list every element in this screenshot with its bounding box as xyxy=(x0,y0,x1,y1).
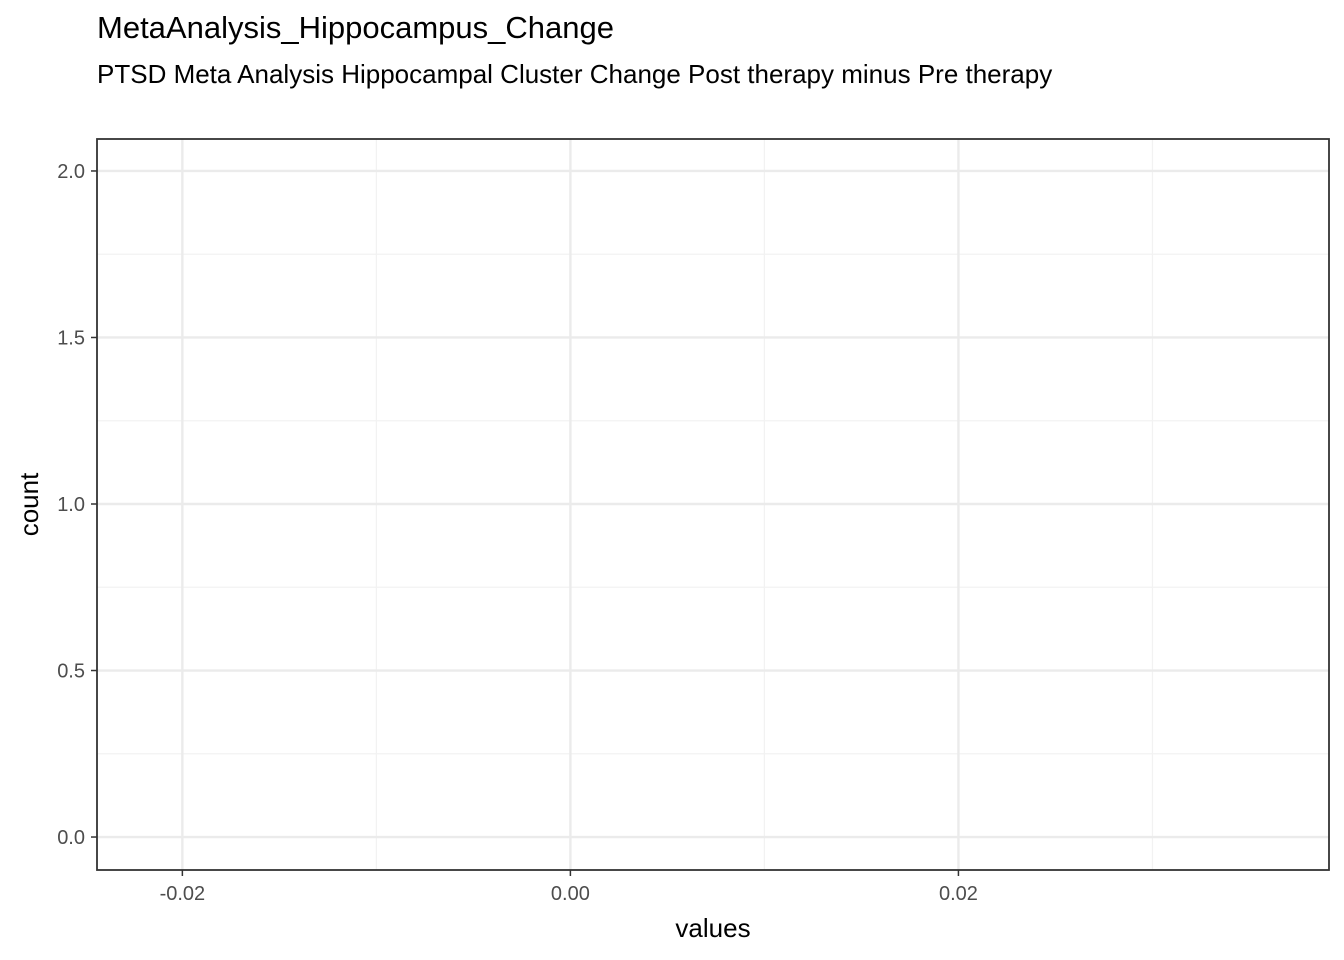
y-tick-label: 0.5 xyxy=(57,661,85,683)
panel-border xyxy=(96,138,1330,871)
y-tick-label: 1.5 xyxy=(57,327,85,349)
y-axis-title: count xyxy=(14,472,44,536)
y-tick-label: 1.0 xyxy=(57,494,85,516)
x-tick-label: 0.00 xyxy=(551,883,590,905)
x-tick-label: -0.02 xyxy=(160,883,206,905)
y-tick-label: 2.0 xyxy=(57,161,85,183)
chart-title: MetaAnalysis_Hippocampus_Change xyxy=(97,10,614,45)
x-tick-label: 0.02 xyxy=(939,883,978,905)
y-tick-label: 0.0 xyxy=(57,827,85,849)
x-axis-title: values xyxy=(675,913,750,943)
chart-subtitle: PTSD Meta Analysis Hippocampal Cluster C… xyxy=(97,59,1053,89)
